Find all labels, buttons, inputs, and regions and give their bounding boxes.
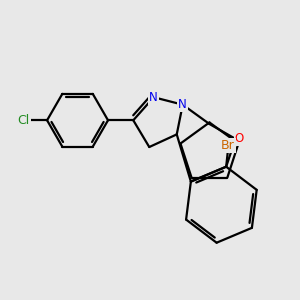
Text: O: O [235, 132, 244, 146]
Text: N: N [149, 91, 158, 104]
Text: Cl: Cl [18, 114, 30, 127]
Text: N: N [178, 98, 187, 111]
Text: Br: Br [221, 139, 235, 152]
